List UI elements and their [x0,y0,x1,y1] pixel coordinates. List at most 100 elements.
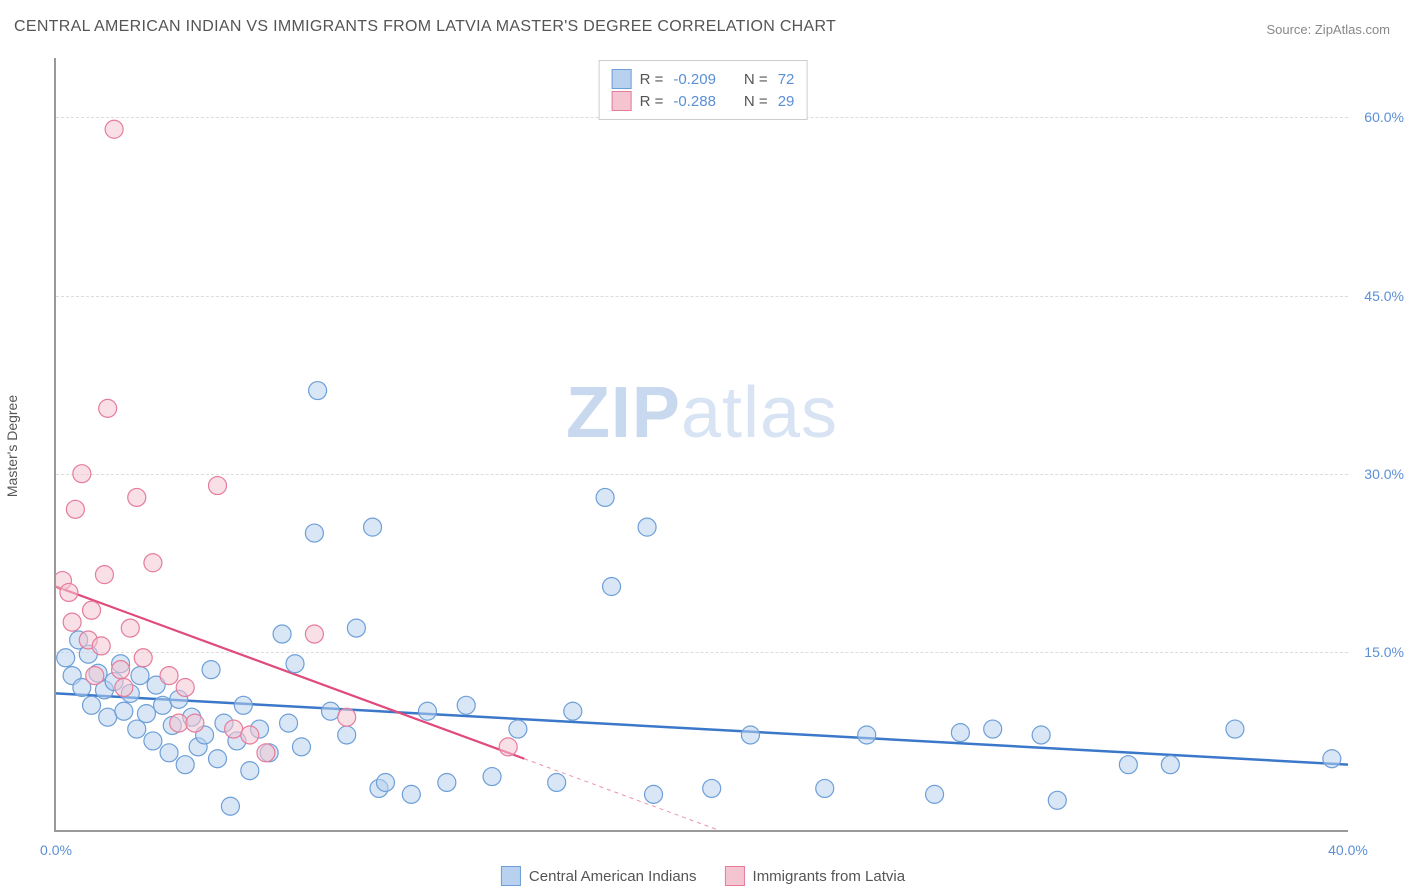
data-point [241,726,259,744]
data-point [280,714,298,732]
data-point [176,756,194,774]
data-point [338,708,356,726]
data-point [457,696,475,714]
data-point [115,678,133,696]
data-point [121,619,139,637]
data-point [105,120,123,138]
data-point [186,714,204,732]
r-value: -0.209 [673,71,716,88]
data-point [160,744,178,762]
data-point [63,613,81,631]
x-tick-label: 40.0% [1328,842,1368,858]
data-point [951,724,969,742]
data-point [483,768,501,786]
data-point [170,714,188,732]
data-point [596,488,614,506]
data-point [66,500,84,518]
data-point [438,773,456,791]
n-label: N = [744,71,768,88]
data-point [202,661,220,679]
data-point [144,732,162,750]
data-point [418,702,436,720]
chart-svg [56,58,1348,830]
data-point [984,720,1002,738]
data-point [209,750,227,768]
data-point [364,518,382,536]
y-tick-label: 30.0% [1364,466,1404,482]
legend-swatch [725,866,745,886]
data-point [134,649,152,667]
data-point [338,726,356,744]
trend-line-dashed [524,759,718,830]
legend-swatch [612,69,632,89]
data-point [1032,726,1050,744]
data-point [234,696,252,714]
r-label: R = [640,71,664,88]
data-point [509,720,527,738]
data-point [112,661,130,679]
data-point [95,566,113,584]
data-point [703,779,721,797]
data-point [286,655,304,673]
plot-area: ZIPatlas 15.0%30.0%45.0%60.0%0.0%40.0% [54,58,1348,832]
data-point [926,785,944,803]
data-point [160,667,178,685]
stats-legend-row: R =-0.209N =72 [612,69,795,89]
data-point [305,625,323,643]
data-point [638,518,656,536]
y-axis-label: Master's Degree [4,395,20,497]
data-point [564,702,582,720]
data-point [73,465,91,483]
data-point [322,702,340,720]
data-point [154,696,172,714]
data-point [741,726,759,744]
y-tick-label: 45.0% [1364,288,1404,304]
data-point [347,619,365,637]
data-point [402,785,420,803]
chart-title: CENTRAL AMERICAN INDIAN VS IMMIGRANTS FR… [14,18,836,36]
data-point [221,797,239,815]
data-point [99,399,117,417]
y-tick-label: 60.0% [1364,109,1404,125]
r-value: -0.288 [673,93,716,110]
data-point [86,667,104,685]
data-point [83,696,101,714]
legend-label: Immigrants from Latvia [753,868,906,885]
data-point [305,524,323,542]
data-point [548,773,566,791]
data-point [57,649,75,667]
legend-swatch [612,91,632,111]
data-point [499,738,517,756]
data-point [1226,720,1244,738]
data-point [1048,791,1066,809]
data-point [292,738,310,756]
legend-item: Immigrants from Latvia [725,866,906,886]
data-point [137,705,155,723]
stats-legend-row: R =-0.288N =29 [612,91,795,111]
series-legend: Central American Indians Immigrants from … [501,866,905,886]
data-point [60,583,78,601]
data-point [144,554,162,572]
n-label: N = [744,93,768,110]
data-point [241,762,259,780]
data-point [1323,750,1341,768]
data-point [603,578,621,596]
data-point [128,720,146,738]
source-attribution: Source: ZipAtlas.com [1266,22,1390,37]
data-point [273,625,291,643]
data-point [176,678,194,696]
data-point [645,785,663,803]
data-point [858,726,876,744]
stats-legend: R =-0.209N =72R =-0.288N =29 [599,60,808,120]
data-point [131,667,149,685]
data-point [1119,756,1137,774]
data-point [225,720,243,738]
y-tick-label: 15.0% [1364,644,1404,660]
x-tick-label: 0.0% [40,842,72,858]
legend-label: Central American Indians [529,868,697,885]
data-point [99,708,117,726]
data-point [115,702,133,720]
data-point [309,382,327,400]
r-label: R = [640,93,664,110]
data-point [816,779,834,797]
